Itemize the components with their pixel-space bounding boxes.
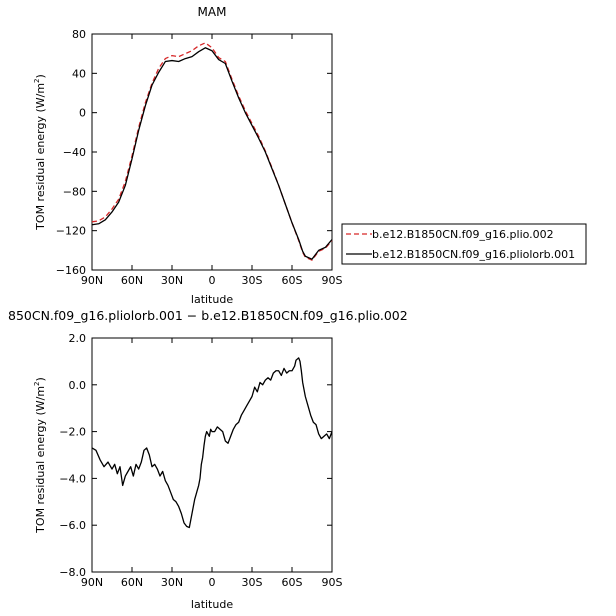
top-y-axis-label-text: TOM residual energy: [34, 116, 47, 231]
bottom-x-tick-label: 60S: [282, 576, 303, 589]
top-series-line-0: [91, 42, 333, 261]
bottom-y-axis-units-prefix: (W/m: [34, 386, 47, 416]
bottom-plot-frame: [91, 337, 333, 573]
top-y-tick-label: 40: [72, 67, 86, 80]
bottom-y-tick-label: −4.0: [59, 472, 86, 485]
bottom-y-tick-label: −8.0: [59, 566, 86, 579]
top-y-tick-label: −160: [56, 264, 86, 277]
bottom-x-axis: 90N 60N 30N 0 30S 60S 90S: [81, 338, 343, 589]
top-y-axis-units-prefix: (W/m: [34, 83, 47, 113]
top-x-tick-label: 90N: [81, 274, 103, 287]
bottom-y-axis-label: TOM residual energy (W/m2): [33, 377, 47, 534]
bottom-y-axis-label-text: TOM residual energy: [34, 419, 47, 534]
legend: b.e12.B1850CN.f09_g16.plio.002 b.e12.B18…: [341, 223, 587, 265]
bottom-x-tick-label: 0: [209, 576, 216, 589]
top-y-tick-label: 80: [72, 28, 86, 41]
bottom-series-line-0: [91, 357, 333, 529]
bottom-y-axis-units-suffix: ): [34, 377, 47, 381]
bottom-x-tick-label: 90S: [322, 576, 343, 589]
top-series-lines: [91, 42, 333, 261]
top-y-axis-units-exp: 2: [33, 78, 41, 82]
bottom-x-tick-label: 60N: [121, 576, 143, 589]
bottom-x-tick-label: 30N: [161, 576, 183, 589]
top-y-tick-label: −40: [63, 146, 86, 159]
top-x-tick-label: 30N: [161, 274, 183, 287]
bottom-x-tick-label: 90N: [81, 576, 103, 589]
bottom-y-tick-label: 0.0: [69, 379, 87, 392]
bottom-x-axis-label: latitude: [191, 598, 233, 611]
bottom-panel: 850CN.f09_g16.pliolorb.001 − b.e12.B1850…: [8, 308, 408, 611]
top-chart-title: MAM: [198, 5, 227, 19]
bottom-series-lines: [91, 357, 333, 529]
bottom-chart-title: 850CN.f09_g16.pliolorb.001 − b.e12.B1850…: [8, 308, 408, 323]
legend-entry-plio: b.e12.B1850CN.f09_g16.plio.002: [372, 228, 554, 241]
bottom-y-tick-label: −6.0: [59, 519, 86, 532]
top-x-tick-label: 60S: [282, 274, 303, 287]
top-y-tick-label: −80: [63, 185, 86, 198]
bottom-x-tick-label: 30S: [242, 576, 263, 589]
bottom-y-axis: −8.0 −6.0 −4.0 −2.0 0.0 2.0: [59, 332, 332, 579]
bottom-y-axis-units-exp: 2: [33, 381, 41, 385]
bottom-y-tick-label: 2.0: [69, 332, 87, 345]
top-x-axis: 90N 60N 30N 0 30S 60S 90S: [81, 34, 343, 287]
top-x-tick-label: 30S: [242, 274, 263, 287]
bottom-y-tick-label: −2.0: [59, 426, 86, 439]
legend-entry-pliolorb: b.e12.B1850CN.f09_g16.pliolorb.001: [372, 248, 575, 261]
top-y-tick-label: −120: [56, 225, 86, 238]
top-y-axis-units-suffix: ): [34, 74, 47, 78]
top-x-tick-label: 90S: [322, 274, 343, 287]
top-panel: MAM −160 −120 −80 −40 0 40 80 90N 60N 30N 0 30S 60S…: [33, 5, 343, 306]
top-x-tick-label: 0: [209, 274, 216, 287]
legend-box: [341, 223, 587, 265]
top-x-axis-label: latitude: [191, 293, 233, 306]
top-x-tick-label: 60N: [121, 274, 143, 287]
top-y-axis: −160 −120 −80 −40 0 40 80: [56, 28, 332, 277]
top-series-line-1: [91, 47, 333, 260]
top-y-tick-label: 0: [79, 107, 86, 120]
top-y-axis-label: TOM residual energy (W/m2): [33, 74, 47, 231]
